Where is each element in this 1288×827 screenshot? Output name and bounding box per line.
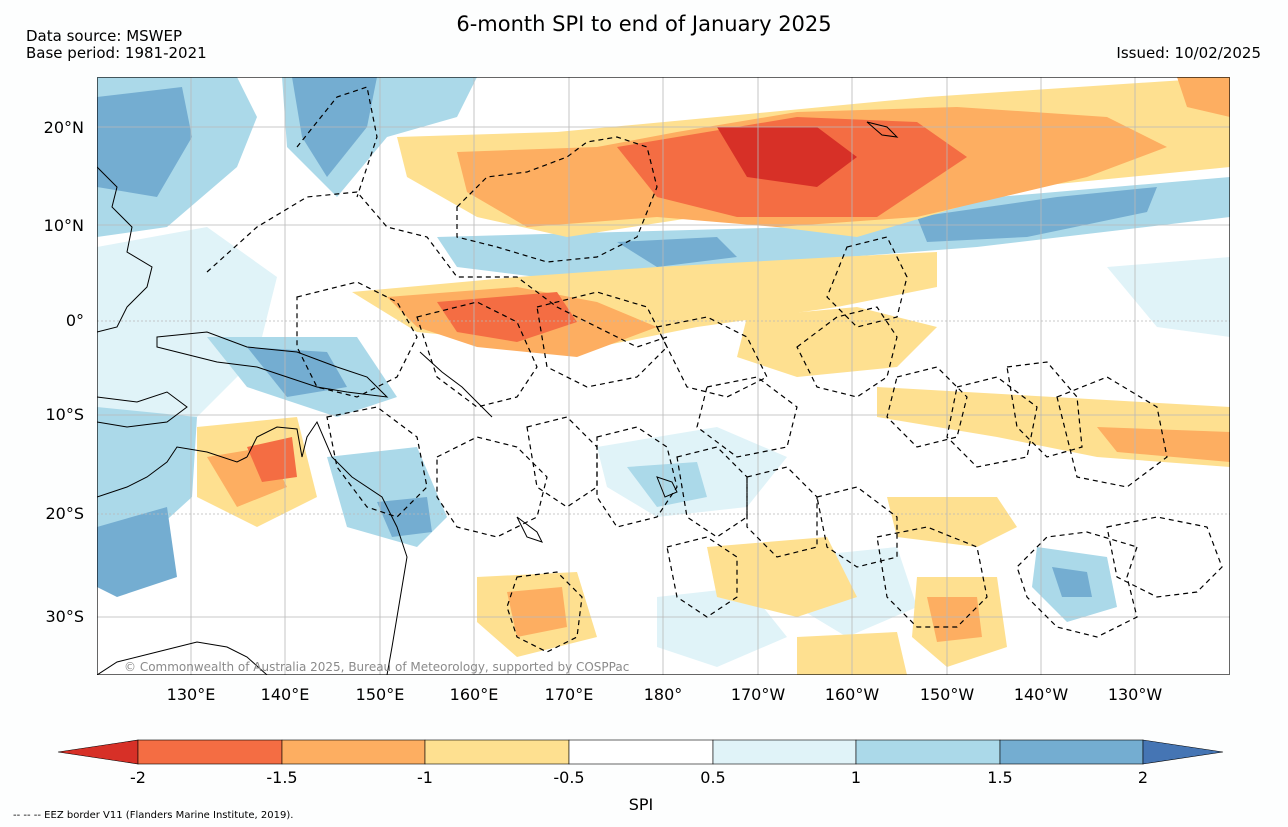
lon-label-170w: 170°W	[730, 685, 786, 704]
colorbar-bin-p0-5	[712, 739, 857, 765]
lon-label-140w: 140°W	[1013, 685, 1069, 704]
spi-map	[97, 77, 1230, 675]
data-source-label: Data source: MSWEP	[26, 27, 183, 45]
colorbar-bin-neg2	[137, 739, 283, 765]
lon-label-130w: 130°W	[1107, 685, 1163, 704]
lon-label-180: 180°	[643, 685, 683, 704]
lat-label-20s: 20°S	[45, 504, 84, 523]
lon-label-160w: 160°W	[824, 685, 880, 704]
lon-label-170e: 170°E	[544, 685, 594, 704]
coastlines	[97, 121, 899, 675]
spi-colorbar	[57, 739, 1224, 765]
colorbar-bin-neg1	[424, 739, 570, 765]
base-period-label: Base period: 1981-2021	[26, 44, 207, 62]
colorbar-bin-p1-5	[999, 739, 1144, 765]
lon-label-150w: 150°W	[919, 685, 975, 704]
colorbar-extend-high	[1142, 739, 1224, 765]
lat-label-10n: 10°N	[43, 216, 84, 235]
spi-anomaly-layer	[97, 77, 1230, 667]
spi-dry-layer	[197, 77, 1230, 675]
lat-label-equator: 0°	[65, 311, 84, 330]
issued-date-label: Issued: 10/02/2025	[1116, 44, 1261, 62]
lat-label-30s: 30°S	[45, 607, 84, 626]
colorbar-tick: 1.5	[987, 768, 1013, 787]
colorbar-tick: -1	[417, 768, 433, 787]
copyright-credit: © Commonwealth of Australia 2025, Bureau…	[124, 660, 630, 674]
colorbar-tick: -1.5	[266, 768, 298, 787]
lat-label-20n: 20°N	[43, 118, 84, 137]
colorbar-tick: 2	[1137, 768, 1149, 787]
lat-label-10s: 10°S	[45, 405, 84, 424]
map-frame	[97, 77, 1230, 675]
colorbar-bin-neutral	[568, 739, 714, 765]
lon-label-160e: 160°E	[449, 685, 499, 704]
colorbar-tick: 1	[850, 768, 862, 787]
eez-borders	[206, 86, 1223, 653]
colorbar-bin-neg1-5	[281, 739, 426, 765]
lon-label-140e: 140°E	[260, 685, 310, 704]
colorbar-extend-low	[57, 739, 139, 765]
lon-label-130e: 130°E	[166, 685, 216, 704]
page-title: 6-month SPI to end of January 2025	[456, 12, 832, 36]
colorbar-tick: 0.5	[700, 768, 726, 787]
eez-footnote: -- -- -- EEZ border V11 (Flanders Marine…	[13, 810, 294, 821]
colorbar-label: SPI	[628, 795, 654, 814]
colorbar-bin-p1	[855, 739, 1001, 765]
colorbar-tick: -0.5	[553, 768, 585, 787]
lon-label-150e: 150°E	[355, 685, 405, 704]
colorbar-tick: -2	[130, 768, 146, 787]
